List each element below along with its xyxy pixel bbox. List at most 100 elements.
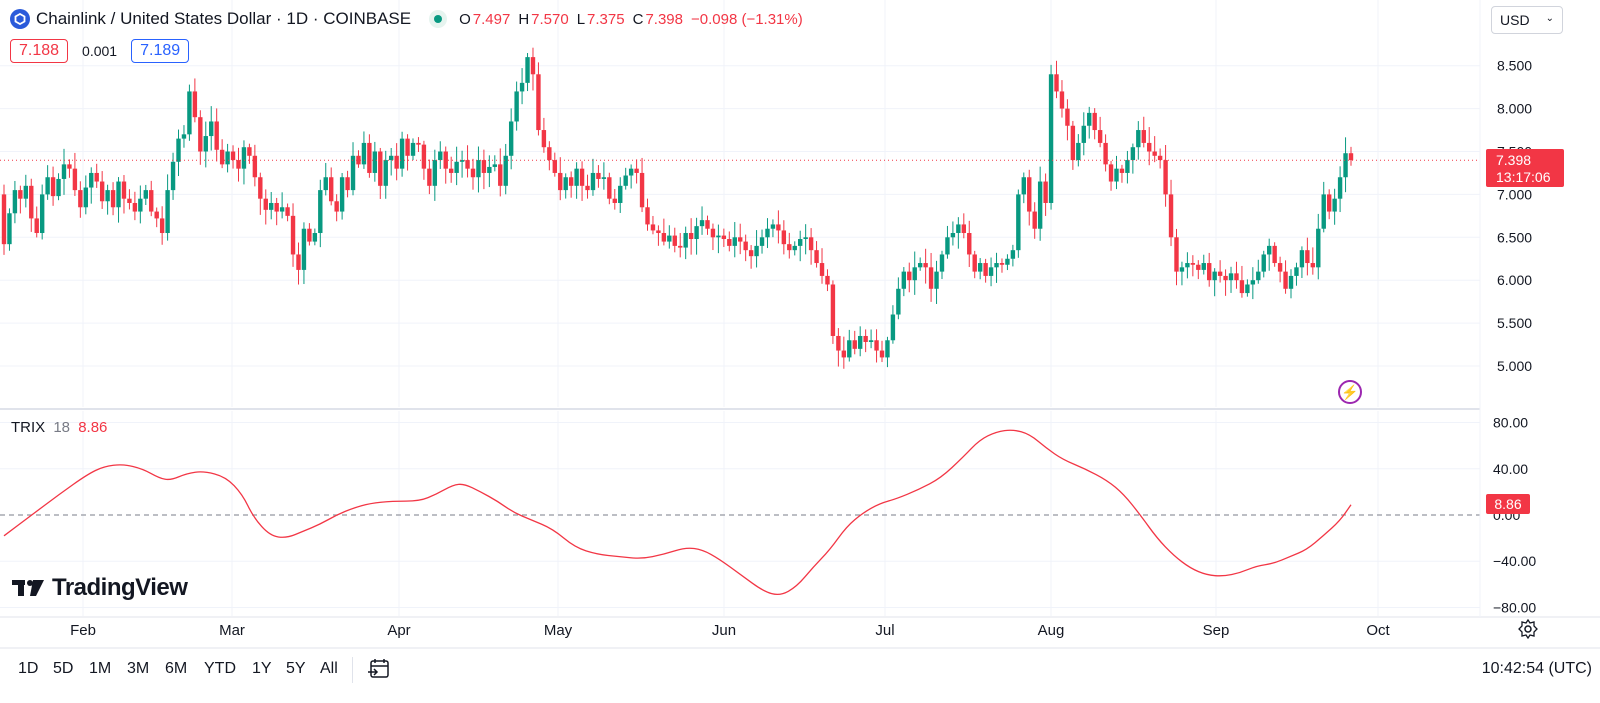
candle-body <box>1250 280 1256 285</box>
candle-body <box>1212 271 1217 281</box>
bid-ask-panel: 7.188 0.001 7.189 <box>10 38 190 64</box>
timeframe-5d[interactable]: 5D <box>53 660 74 677</box>
candle-body <box>149 190 154 212</box>
timeframe-1d[interactable]: 1D <box>18 660 39 677</box>
candle-body <box>923 263 928 268</box>
timeframe-6m[interactable]: 6M <box>165 660 188 677</box>
candle-body <box>61 164 67 179</box>
candle-body <box>1027 177 1032 212</box>
bottom-toolbar <box>0 650 1600 690</box>
ohlc-open: O 7.497 <box>459 10 511 28</box>
candle-body <box>1005 258 1010 265</box>
timeframe-all[interactable]: All <box>320 660 338 677</box>
candle-body <box>1103 142 1108 165</box>
candle-body <box>628 168 634 176</box>
candle-body <box>23 185 29 199</box>
candle-body <box>18 190 23 199</box>
candle-body <box>748 250 754 257</box>
trix-series <box>3 429 1352 596</box>
candle-body <box>519 82 525 92</box>
candle-body <box>879 350 885 358</box>
candle-body <box>787 244 792 251</box>
timeframe-1m[interactable]: 1M <box>89 660 112 677</box>
market-status-icon[interactable] <box>429 10 448 28</box>
trix-tick-label: −80.00 <box>1493 599 1536 615</box>
candle-body <box>110 190 116 208</box>
candle-body <box>792 245 797 251</box>
currency-label: USD <box>1500 12 1530 28</box>
candle-body <box>727 239 732 246</box>
tradingview-logo[interactable]: TradingView <box>12 574 188 602</box>
price-tick-label: 5.000 <box>1497 358 1532 374</box>
candle-body <box>154 211 159 219</box>
candle-body <box>759 237 765 246</box>
candle-body <box>1043 181 1048 203</box>
candle-body <box>590 172 596 191</box>
candle-body <box>1141 130 1146 143</box>
currency-select[interactable]: USD ⌄ <box>1491 6 1563 34</box>
trix-gridlines <box>0 411 1480 616</box>
candle-body <box>656 230 661 234</box>
candle-body <box>857 335 863 349</box>
candle-body <box>1070 125 1076 161</box>
settings-gear-icon[interactable] <box>1518 619 1538 639</box>
candle-body <box>203 136 208 152</box>
symbol-title[interactable]: Chainlink / United States Dollar · 1D · … <box>36 9 412 28</box>
candle-body <box>159 218 165 234</box>
candle-body <box>1305 250 1310 264</box>
indicator-legend[interactable]: TRIX 18 8.86 <box>11 419 107 436</box>
candle-body <box>39 194 45 234</box>
trix-value-label: 8.86 <box>1486 494 1530 514</box>
buy-price-button[interactable]: 7.189 <box>131 39 190 63</box>
lightning-icon[interactable]: ⚡ <box>1338 380 1362 404</box>
candle-body <box>1076 142 1081 161</box>
candle-body <box>181 134 187 139</box>
ohlc-low: L 7.375 <box>576 10 625 28</box>
candle-body <box>901 271 907 289</box>
candle-body <box>896 288 901 315</box>
price-tick-label: 8.000 <box>1497 101 1532 117</box>
candle-body <box>1114 168 1119 182</box>
candle-body <box>1054 74 1059 92</box>
candle-body <box>618 185 623 203</box>
indicator-value: 8.86 <box>78 419 108 436</box>
candle-body <box>961 224 967 234</box>
candle-body <box>716 235 721 238</box>
candle-body <box>1037 181 1043 229</box>
candle-body <box>209 121 214 137</box>
date-range-icon[interactable] <box>368 657 390 681</box>
utc-clock[interactable]: 10:42:54 (UTC) <box>1481 660 1592 677</box>
candle-body <box>383 160 388 186</box>
candle-body <box>1228 273 1234 281</box>
candle-body <box>563 177 568 191</box>
candle-body <box>1097 130 1103 143</box>
candle-body <box>694 226 699 240</box>
candle-body <box>192 91 198 118</box>
candle-body <box>1185 263 1190 268</box>
time-tick-label: Oct <box>1366 622 1390 639</box>
candle-body <box>738 237 743 242</box>
candle-body <box>754 245 759 257</box>
candle-body <box>1207 263 1212 281</box>
candle-body <box>296 254 301 270</box>
timeframe-ytd[interactable]: YTD <box>204 660 236 677</box>
timeframe-5y[interactable]: 5Y <box>286 660 306 677</box>
candle-body <box>1239 280 1245 294</box>
timeframe-1y[interactable]: 1Y <box>252 660 272 677</box>
candle-body <box>890 314 896 341</box>
candle-body <box>388 155 394 161</box>
candle-body <box>198 117 203 152</box>
candle-body <box>454 161 459 173</box>
candle-body <box>1179 267 1185 272</box>
candle-body <box>1136 130 1141 148</box>
candle-body <box>399 138 405 169</box>
candle-body <box>972 254 977 272</box>
timeframe-3m[interactable]: 3M <box>127 660 150 677</box>
candle-body <box>808 237 814 251</box>
candle-body <box>1108 164 1114 182</box>
candle-body <box>410 142 416 156</box>
sell-price-button[interactable]: 7.188 <box>10 39 69 63</box>
